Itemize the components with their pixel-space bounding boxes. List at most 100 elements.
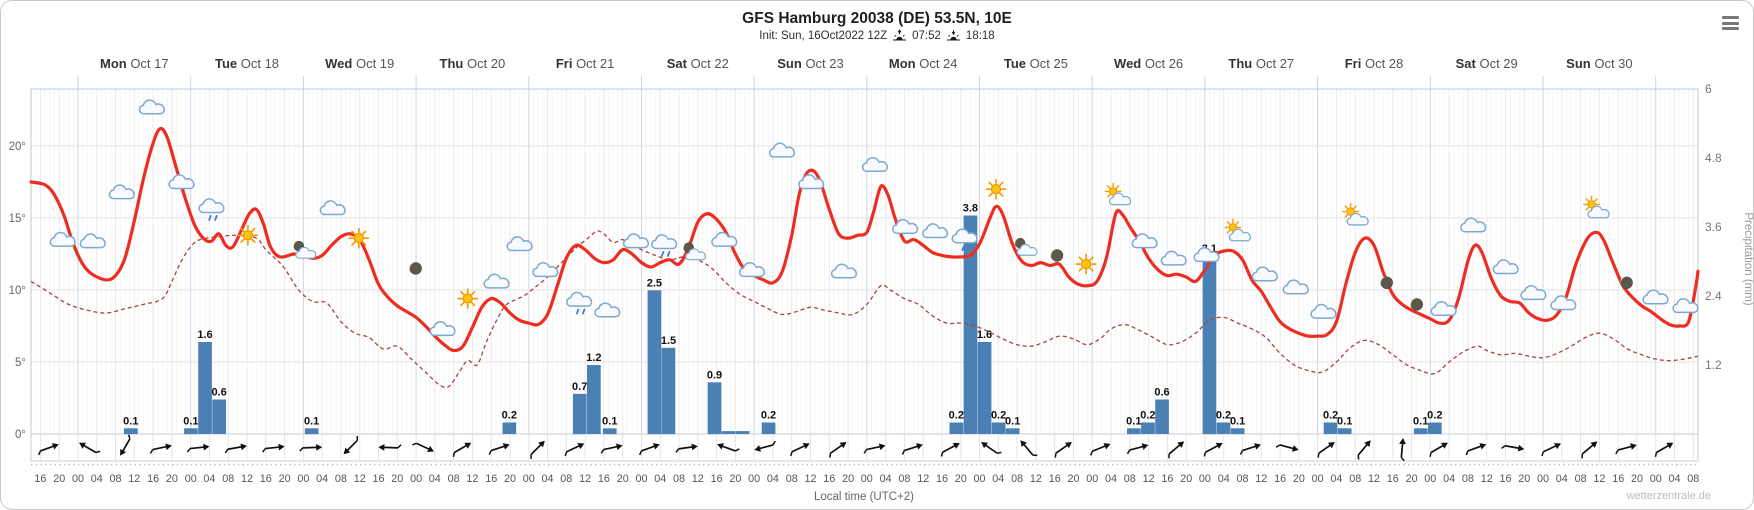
sun-icon [1075,253,1097,275]
sun-icon [348,227,370,249]
precip-bar [647,290,662,435]
precip-bar [587,365,601,434]
moon-icon [409,262,422,275]
cloud-icon [1642,289,1669,305]
precip-value-label: 0.2 [1140,410,1155,422]
sunset-icon [946,30,960,41]
wind-arrow [901,443,923,455]
precip-bar [1141,422,1155,434]
hour-label: 04 [91,473,103,485]
wind-arrow [717,443,740,452]
precip-value-label: 0.2 [991,410,1006,422]
hour-label: 16 [823,473,835,485]
grid [30,76,1699,435]
cloud-icon [506,236,533,252]
day-labels: Mon Oct 17 Tue Oct 18 Wed Oct 19 Thu Oct 20… [100,56,1633,71]
wind-arrow [1541,442,1562,457]
sun-cloud-icon [1105,184,1130,205]
hour-label: 00 [1424,473,1436,485]
precip-bar [761,422,776,434]
wind-arrow [1357,440,1371,460]
moon-icon [1620,276,1633,290]
hour-label: 16 [1274,473,1286,485]
hour-label: 04 [1556,473,1568,485]
day-label: Thu Oct 27 [1228,56,1294,71]
wind-arrow [1054,442,1072,458]
wind-arrow [1465,443,1487,456]
precip-axis-title: Precipitation (mm) [1742,212,1753,305]
hour-label: 04 [1330,473,1342,485]
hour-label: 12 [241,473,253,485]
precip-value-label: 0.1 [1005,415,1020,427]
precip-axis-tick: 2.4 [1705,289,1722,303]
precip-value-label: 1.6 [977,329,992,341]
precip-value-label: 0.2 [761,410,776,422]
hour-label: 20 [842,473,854,485]
sunrise-icon [893,29,907,41]
hour-label: 20 [1406,473,1418,485]
temp-axis-tick: 10° [9,285,26,297]
precip-value-label: 0.2 [949,410,964,422]
chart-subtitle: Init: Sun, 16Oct2022 12Z 07:52 18:18 [1,29,1753,42]
day-label: Sat Oct 29 [1456,56,1518,71]
hour-label: 04 [1668,473,1680,485]
cloud-icon [108,184,135,200]
hour-label: 08 [560,473,572,485]
hour-label: 20 [53,473,65,485]
cloud-rain-icon [199,199,224,220]
wind-arrow [940,442,960,457]
hamburger-menu-button[interactable] [1722,16,1740,33]
hour-label: 08 [1349,473,1361,485]
wind-arrow [262,443,285,453]
precip-value-label: 0.1 [602,415,617,427]
hour-label: 00 [1537,473,1549,485]
hour-label: 16 [936,473,948,485]
precip-value-label: 0.9 [707,369,722,381]
precipitation-bars [124,215,1442,435]
wind-arrow [530,440,545,459]
day-label: Wed Oct 26 [1114,56,1183,71]
moon-icon [1380,276,1393,290]
wind-arrow [120,434,131,456]
precip-bar [661,347,676,435]
wind-arrow [343,436,359,455]
cloud-icon [1160,250,1187,266]
wind-arrow [675,443,698,453]
hour-label: 12 [1255,473,1267,485]
wind-arrow [981,442,1002,454]
wind-arrow [1239,443,1261,455]
hour-label: 12 [579,473,591,485]
cloud-icon [168,174,195,190]
hour-label: 00 [410,473,422,485]
hamburger-bar [1722,21,1739,25]
hour-label: 16 [711,473,723,485]
precip-bar [1127,428,1141,435]
temp-axis-tick: 15° [9,213,26,225]
right-axis-labels: 1.2 2.4 3.6 4.8 6 [1705,82,1722,372]
precip-value-label: 0.2 [1427,410,1442,422]
hour-label: 12 [1593,473,1605,485]
hour-label: 20 [1518,473,1530,485]
sun-icon [985,178,1007,200]
hour-label: 20 [1293,473,1305,485]
hour-label: 04 [880,473,892,485]
hour-label: 04 [767,473,779,485]
hour-label: 12 [804,473,816,485]
hour-label: 16 [1499,473,1511,485]
hour-label: 04 [203,473,215,485]
hour-label: 12 [917,473,929,485]
hour-label: 00 [297,473,309,485]
wind-arrow [1203,442,1223,457]
precip-bar [1337,428,1352,435]
precip-axis-tick: 4.8 [1705,151,1722,165]
hour-label: 00 [523,473,535,485]
precip-bar [602,428,617,435]
hour-label: 08 [898,473,910,485]
wind-arrow [411,442,435,453]
wind-arrow [754,440,776,452]
precip-bar [124,428,138,435]
hour-label: 12 [466,473,478,485]
cloud-icon [429,321,456,337]
hour-label: 16 [147,473,159,485]
